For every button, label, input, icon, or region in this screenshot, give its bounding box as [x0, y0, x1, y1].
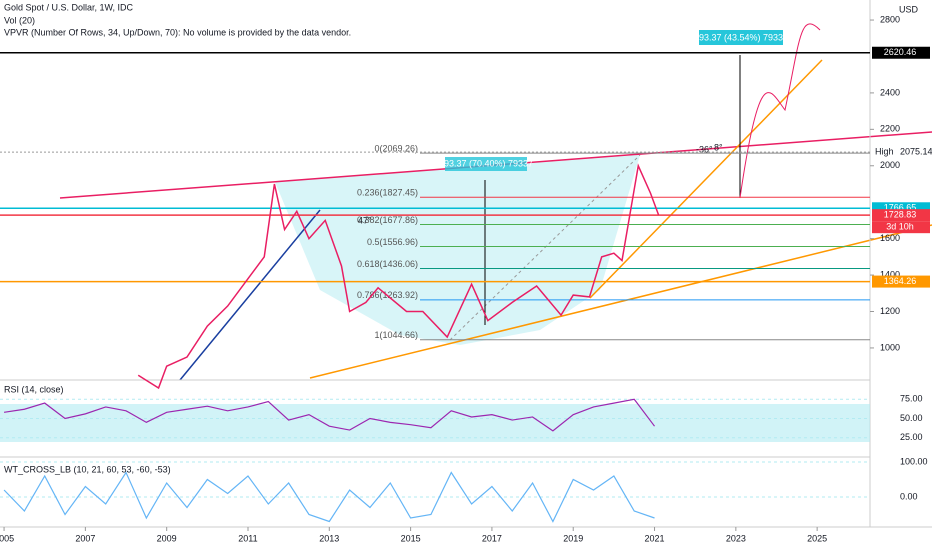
measure-box [699, 30, 783, 45]
wt-label: WT_CROSS_LB (10, 21, 60, 53, -60, -53) [4, 464, 171, 474]
fib-diagonal [449, 154, 641, 341]
countdown: 3d 10h [886, 222, 914, 232]
rsi-line [3, 398, 656, 432]
indicator-label: VPVR (Number Of Rows, 34, Up/Down, 70): … [4, 27, 351, 37]
x-tick-label: 2007 [75, 533, 95, 543]
x-tick-label: 2023 [726, 533, 746, 543]
x-tick-label: 2017 [482, 533, 502, 543]
y-tick-label: 2200 [880, 124, 900, 134]
x-tick-label: 2015 [401, 533, 421, 543]
x-tick-label: 2013 [319, 533, 339, 543]
y-tick-label: 100.00 [900, 456, 928, 466]
price-line-series [137, 163, 660, 390]
fib-label: 1(1044.66) [374, 330, 418, 340]
chart-title: Gold Spot / U.S. Dollar, 1W, IDC [4, 2, 134, 12]
price-box [872, 275, 930, 288]
x-tick-label: 2021 [645, 533, 665, 543]
price-label: 2620.46 [884, 47, 917, 57]
y-tick-label: 1000 [880, 342, 900, 352]
fib-label: 0.382(1677.86) [357, 215, 418, 225]
fib-label: 0(2069.26) [374, 144, 418, 154]
projection [739, 23, 821, 199]
wt-line [3, 471, 655, 523]
y-tick-label: 50.00 [900, 413, 923, 423]
high-value: 2075.14 [900, 146, 932, 156]
y-tick-label: 1200 [880, 306, 900, 316]
countdown-box [872, 221, 930, 234]
high-label: High [875, 146, 894, 156]
cup-fill [275, 155, 640, 345]
price-box [872, 46, 930, 59]
price-label: 1364.26 [884, 276, 917, 286]
y-tick-label: 2800 [880, 14, 900, 24]
fib-label: 0.618(1436.06) [357, 259, 418, 269]
rsi-band [0, 404, 870, 442]
price-label: 1728.83 [884, 210, 917, 220]
measure-box [445, 157, 527, 171]
x-tick-label: 2019 [563, 533, 583, 543]
angle-label: 8° [714, 142, 723, 152]
x-tick-label: 2025 [807, 533, 827, 543]
fib-label: 0.236(1827.45) [357, 188, 418, 198]
trendline [589, 59, 823, 299]
y-tick-label: 75.00 [900, 394, 923, 404]
x-tick-label: 2009 [157, 533, 177, 543]
fib-label: 0.5(1556.96) [367, 237, 418, 247]
trendline [309, 224, 932, 379]
measure-label: 793.37 (43.54%) 79337 [694, 32, 788, 42]
indicator-label: Vol (20) [4, 15, 35, 25]
y-tick-label: 2400 [880, 87, 900, 97]
rsi-label: RSI (14, close) [4, 384, 64, 394]
x-tick-label: 2005 [0, 533, 14, 543]
angle-label: -36° [696, 144, 713, 154]
y-tick-label: 25.00 [900, 432, 923, 442]
y-tick-label: 1400 [880, 269, 900, 279]
measure-label: 793.37 (70.40%) 79337 [439, 158, 533, 168]
price-label: 1766.65 [884, 203, 917, 213]
y-tick-label: 1600 [880, 233, 900, 243]
currency: USD [899, 4, 919, 14]
x-tick-label: 2011 [238, 533, 257, 543]
y-tick-label: 0.00 [900, 491, 918, 501]
price-box [872, 209, 930, 222]
trendline [179, 209, 321, 381]
angle-label: 47° [358, 215, 372, 225]
y-tick-label: 2000 [880, 160, 900, 170]
